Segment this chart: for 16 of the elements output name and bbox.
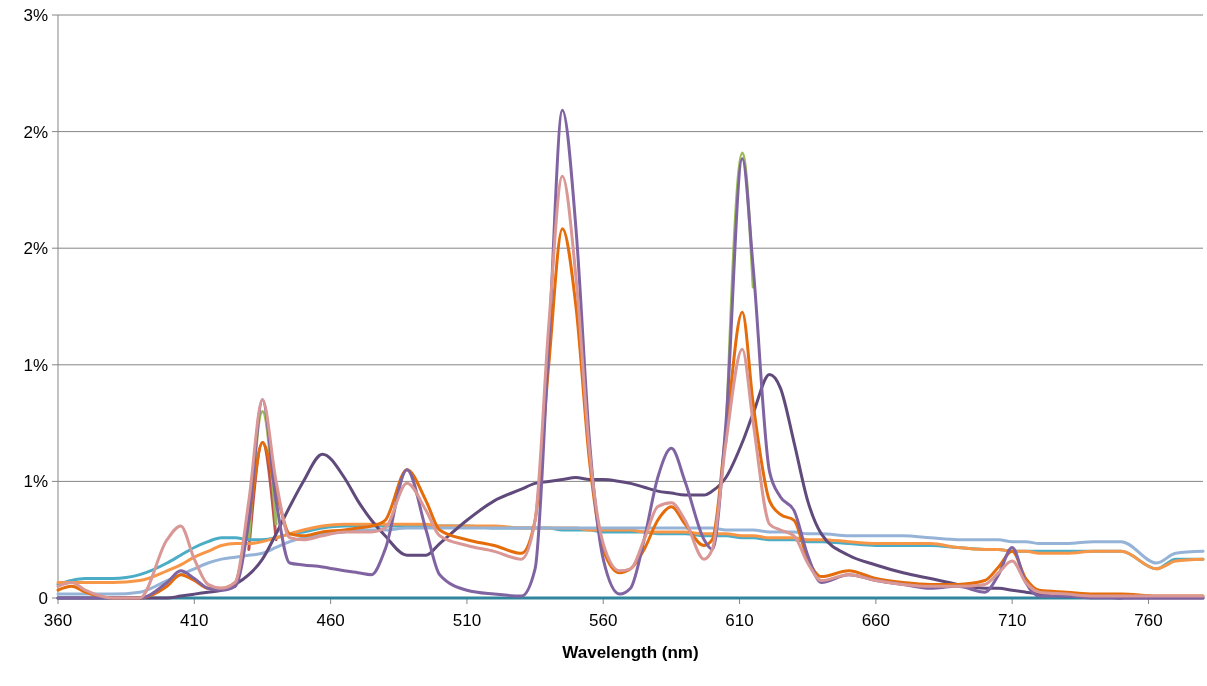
y-tick-label: 1% — [23, 472, 48, 492]
x-tick-label: 610 — [725, 611, 754, 630]
y-tick-label: 2% — [23, 239, 48, 259]
y-tick-label: 3% — [23, 5, 48, 25]
x-tick-label: 510 — [452, 611, 482, 630]
x-tick-label: 360 — [43, 611, 73, 630]
x-tick-label: 760 — [1134, 611, 1163, 630]
x-tick-label: 660 — [861, 611, 891, 630]
y-tick-label: 0 — [38, 588, 48, 608]
x-tick-label: 410 — [180, 611, 209, 630]
x-tick-label: 460 — [316, 611, 345, 630]
y-tick-label: 2% — [23, 122, 48, 142]
x-tick-label: 710 — [997, 611, 1027, 630]
y-tick-label: 1% — [23, 355, 48, 375]
x-tick-label: 560 — [589, 611, 618, 630]
x-axis-title: Wavelength (nm) — [562, 643, 699, 662]
